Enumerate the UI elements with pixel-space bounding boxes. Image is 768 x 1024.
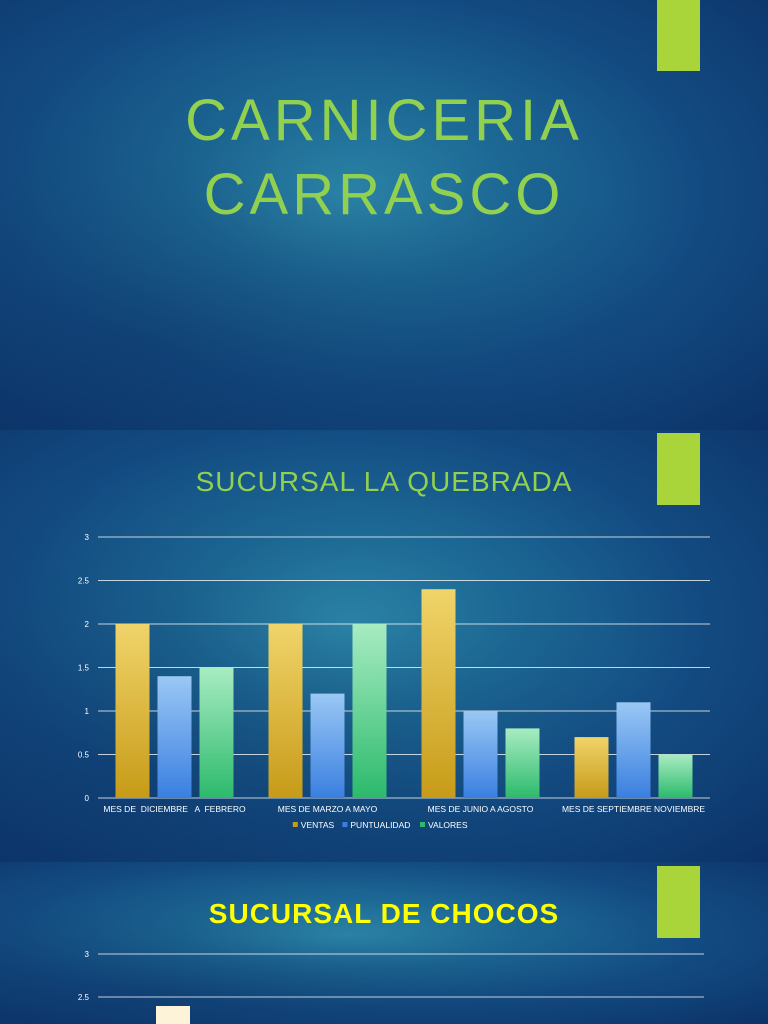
bar-valores-4 bbox=[658, 754, 693, 798]
x-category-label: MES DE DICIEMBRE A FEBRERO bbox=[103, 804, 246, 814]
x-category-label: MES DE SEPTIEMBRE NOVIEMBRE bbox=[562, 804, 705, 814]
bar-partial bbox=[156, 1006, 190, 1024]
x-category-label: MES DE JUNIO A AGOSTO bbox=[428, 804, 534, 814]
legend-swatch-valores bbox=[420, 822, 425, 827]
bar-puntualidad-2 bbox=[310, 693, 345, 798]
title-line-1: CARNICERIA bbox=[185, 88, 583, 153]
legend-label-ventas: VENTAS bbox=[301, 820, 335, 830]
bar-ventas-2 bbox=[268, 624, 303, 798]
chart-title: SUCURSAL LA QUEBRADA bbox=[195, 466, 573, 497]
y-tick-label: 2.5 bbox=[78, 577, 90, 586]
y-tick-label: 0 bbox=[85, 794, 90, 803]
bar-valores-3 bbox=[505, 728, 540, 798]
legend-label-puntualidad: PUNTUALIDAD bbox=[350, 820, 410, 830]
title-slide: CARNICERIA CARRASCO bbox=[0, 0, 768, 430]
bar-valores-1 bbox=[199, 667, 234, 798]
legend-label-valores: VALORES bbox=[428, 820, 468, 830]
chart-slide-chocos: SUCURSAL DE CHOCOS 2.5 3 bbox=[0, 862, 768, 1024]
chart-slide-la-quebrada: SUCURSAL LA QUEBRADA 0 0.5 1 1.5 2 2.5 3 MES DE… bbox=[0, 430, 768, 862]
legend-swatch-puntualidad bbox=[342, 822, 348, 827]
y-tick-label: 0.5 bbox=[78, 751, 90, 760]
bar-puntualidad-1 bbox=[157, 676, 192, 798]
x-category-label: MES DE MARZO A MAYO bbox=[278, 804, 378, 814]
bar-puntualidad-3 bbox=[463, 711, 498, 798]
y-tick-label: 1 bbox=[85, 707, 90, 716]
bar-valores-2 bbox=[352, 624, 387, 798]
bar-ventas-3 bbox=[421, 589, 456, 798]
y-tick-label: 1.5 bbox=[78, 664, 90, 673]
bar-puntualidad-4 bbox=[616, 702, 651, 798]
bar-ventas-4 bbox=[574, 737, 609, 798]
bar-chart-la-quebrada: 0 0.5 1 1.5 2 2.5 3 MES DE DICIEMBRE A FEBRERO M… bbox=[78, 533, 710, 830]
title-line-2: CARRASCO bbox=[203, 162, 565, 227]
chart-title: SUCURSAL DE CHOCOS bbox=[208, 898, 560, 929]
bar-ventas-1 bbox=[115, 624, 150, 798]
accent-bar bbox=[657, 866, 700, 938]
y-tick-label: 2 bbox=[85, 620, 90, 629]
accent-bar bbox=[657, 433, 700, 505]
y-tick-label: 3 bbox=[85, 533, 90, 542]
accent-bar bbox=[657, 0, 700, 71]
y-tick-label: 2.5 bbox=[78, 993, 90, 1002]
legend-swatch-ventas bbox=[292, 822, 298, 827]
bar-chart-chocos: 2.53 bbox=[78, 950, 704, 1024]
slide-title: CARNICERIA CARRASCO bbox=[0, 84, 768, 232]
y-tick-label: 3 bbox=[85, 950, 90, 959]
